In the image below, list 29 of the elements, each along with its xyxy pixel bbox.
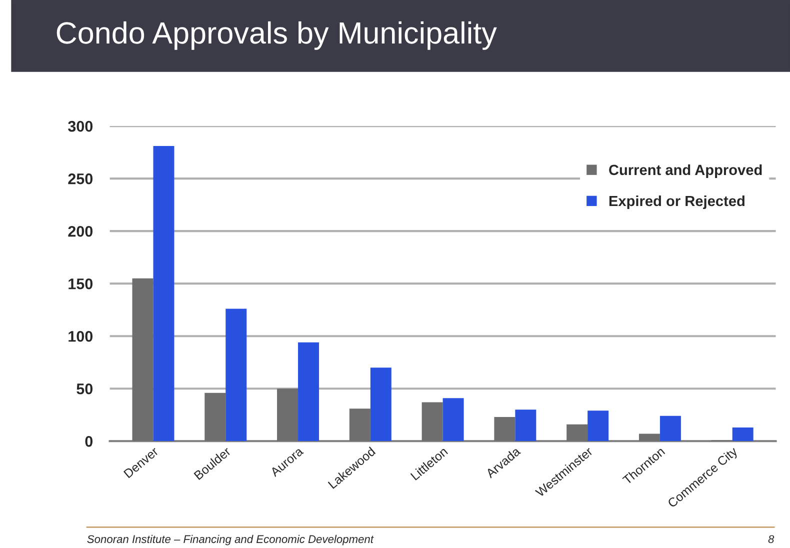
y-tick-label: 150 <box>68 278 93 290</box>
legend-label: Current and Approved <box>609 164 762 178</box>
bar <box>732 427 754 442</box>
y-tick-label: 0 <box>85 436 93 447</box>
y-tick-label: 250 <box>68 173 93 184</box>
bar <box>422 402 443 442</box>
bar <box>132 278 154 442</box>
bar <box>515 410 536 442</box>
bar <box>277 388 298 442</box>
bar <box>494 416 516 442</box>
y-tick-label: 100 <box>68 330 93 342</box>
bar <box>638 434 660 442</box>
bar <box>204 392 226 442</box>
bar <box>153 146 174 442</box>
y-tick-label: 200 <box>68 226 93 237</box>
bar <box>566 424 588 442</box>
bar <box>370 368 392 442</box>
bar <box>660 416 681 442</box>
y-tick-label: 300 <box>68 120 93 132</box>
text: 8 <box>768 535 774 544</box>
y-tick-label: 50 <box>76 383 93 394</box>
bar <box>442 398 464 442</box>
bar <box>588 410 609 442</box>
chart-title: Condo Approvals by Municipality <box>56 21 497 50</box>
bar <box>298 342 320 442</box>
bar <box>226 308 247 442</box>
text: Sonoran Institute – Financing and Economic Development <box>87 534 374 546</box>
legend-label: Expired or Rejected <box>609 195 744 210</box>
bar <box>349 408 370 442</box>
